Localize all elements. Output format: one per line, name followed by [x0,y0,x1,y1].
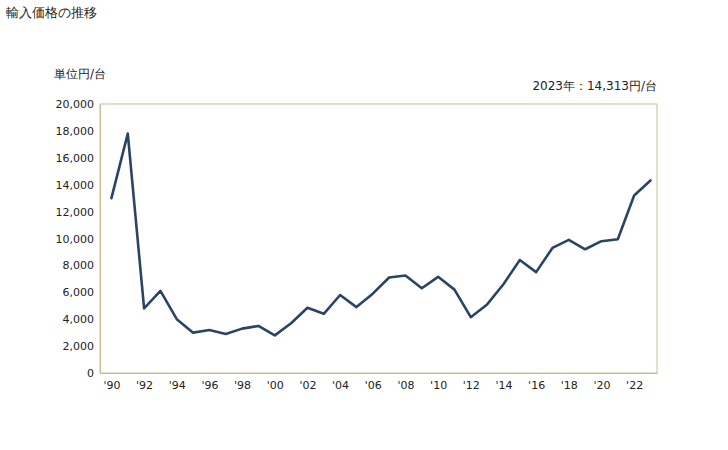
x-tick: '18 [561,373,578,392]
x-tick-label: '22 [626,379,643,392]
x-tick-label: '20 [593,379,610,392]
title: 輸入価格の推移 [6,5,97,20]
y-axis-label: 単位円/台 [54,67,106,81]
y-axis-line [100,105,101,374]
annotation: 2023年：14,313円/台 [532,79,657,93]
y-tick-label: 8,000 [63,259,95,272]
plot-frame [100,104,657,373]
y-tick-label: 12,000 [56,206,95,219]
x-tick-label: '98 [234,379,251,392]
y-tick-label: 14,000 [56,179,95,192]
y-tick-label: 16,000 [56,152,95,165]
x-tick-label: '10 [430,379,447,392]
y-tick: 0 [87,367,100,380]
x-tick-label: '12 [463,379,480,392]
x-tick: '08 [397,373,414,392]
x-tick: '14 [495,373,512,392]
y-tick: 2,000 [63,340,101,353]
y-tick-label: 2,000 [63,340,95,353]
y-tick-label: 6,000 [63,286,95,299]
x-axis-line [101,373,658,374]
x-tick-label: '04 [332,379,349,392]
x-tick: '06 [365,373,382,392]
x-tick-label: '14 [495,379,512,392]
y-tick: 12,000 [56,206,101,219]
x-tick: '10 [430,373,447,392]
x-tick-label: '16 [528,379,545,392]
x-tick: '96 [201,373,218,392]
x-tick-label: '96 [201,379,218,392]
price-line [111,134,650,336]
y-tick-label: 20,000 [56,98,95,111]
x-tick-label: '00 [267,379,284,392]
x-tick: '98 [234,373,251,392]
y-tick: 4,000 [63,313,101,326]
y-tick: 6,000 [63,286,101,299]
x-tick-label: '94 [169,379,186,392]
x-tick: '22 [626,373,643,392]
chart: 輸入価格の推移単位円/台 2023年：14,313円/台 0 2,000 4,000 6,… [0,0,728,450]
y-tick-label: 18,000 [56,125,95,138]
x-tick-label: '08 [397,379,414,392]
x-axis: '90 '92 '94 '96 '98 '00 '02 '04 '06 '08 '10 '12 '14 '… [101,373,658,392]
x-tick-label: '92 [136,379,153,392]
x-tick: '12 [463,373,480,392]
x-tick-label: '90 [103,379,120,392]
y-tick: 18,000 [56,125,101,138]
x-tick-label: '18 [561,379,578,392]
y-tick-label: 4,000 [63,313,95,326]
y-tick: 16,000 [56,152,101,165]
y-axis: 0 2,000 4,000 6,000 8,000 10,000 12,000 14,000 1… [56,98,101,380]
y-tick: 14,000 [56,179,101,192]
plot-area [111,134,650,336]
x-tick: '90 [103,373,120,392]
x-tick: '94 [169,373,186,392]
y-tick: 8,000 [63,259,101,272]
y-tick: 10,000 [56,233,101,246]
x-tick: '02 [299,373,316,392]
x-tick: '20 [593,373,610,392]
x-tick: '04 [332,373,349,392]
y-tick-label: 0 [87,367,94,380]
x-tick: '16 [528,373,545,392]
x-tick: '92 [136,373,153,392]
x-tick-label: '06 [365,379,382,392]
y-tick: 20,000 [56,98,101,111]
y-tick-label: 10,000 [56,233,95,246]
x-tick: '00 [267,373,284,392]
x-tick-label: '02 [299,379,316,392]
